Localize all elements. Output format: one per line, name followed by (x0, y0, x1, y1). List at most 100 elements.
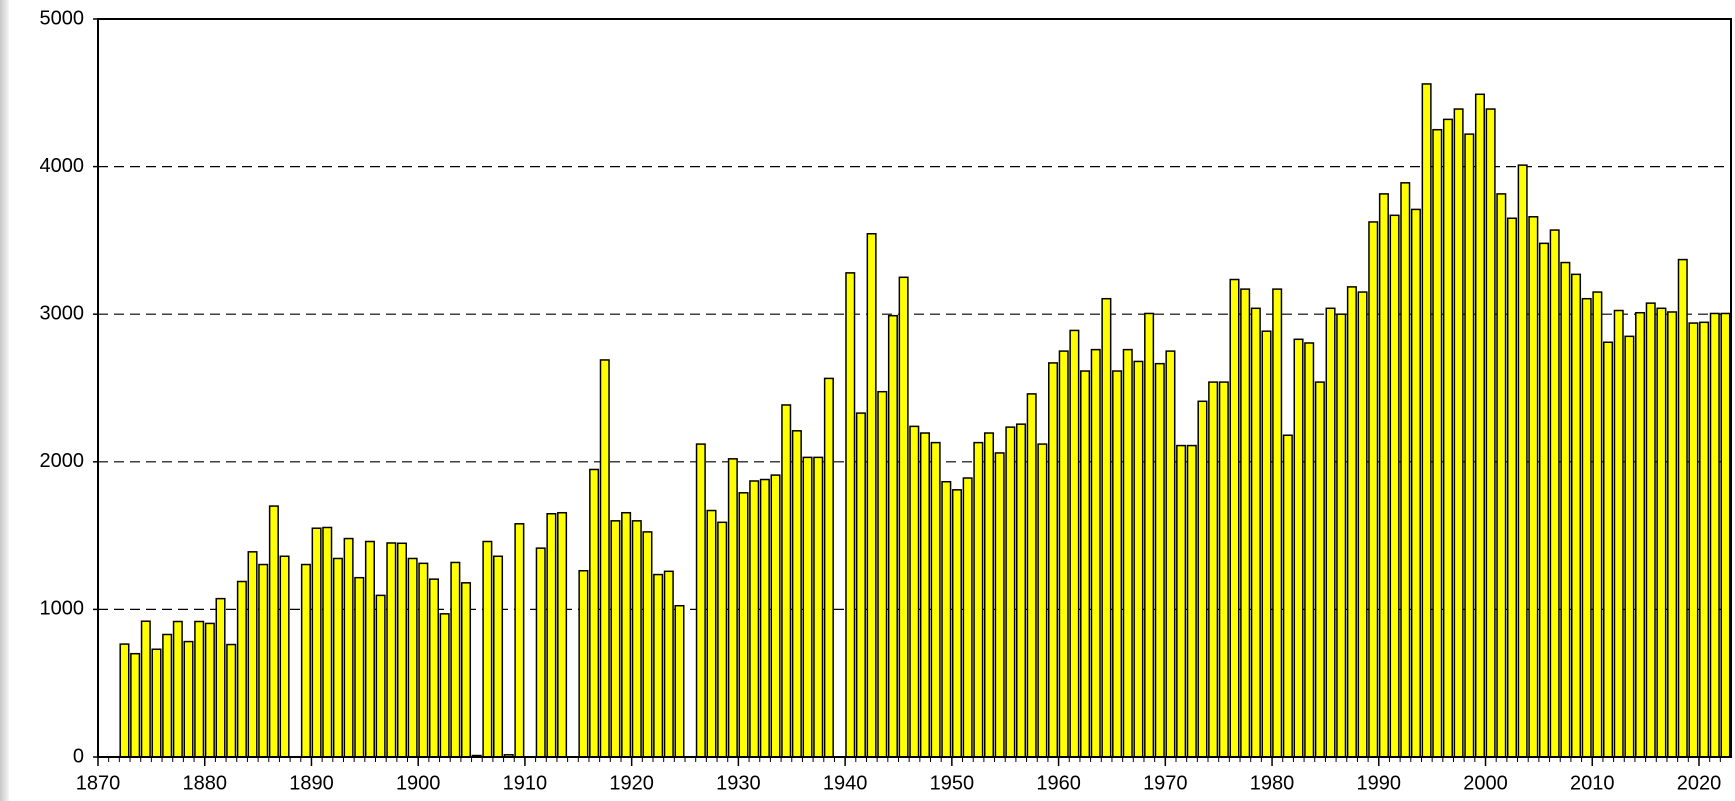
bar (140, 620, 151, 758)
y-tick-label: 1000 (40, 598, 85, 620)
bar (1496, 193, 1507, 758)
bar (887, 314, 898, 758)
bar (1208, 381, 1219, 758)
bar (1645, 302, 1656, 758)
bar (1325, 307, 1336, 758)
bar (482, 540, 493, 758)
bar (823, 377, 834, 758)
bar (770, 474, 781, 758)
y-tick-label: 4000 (40, 155, 85, 177)
bar (418, 562, 429, 758)
x-tick-label: 1960 (1036, 772, 1081, 794)
bar (557, 511, 568, 758)
bar (983, 432, 995, 758)
bar (1656, 307, 1667, 758)
bar (930, 441, 941, 758)
y-tick-label: 0 (73, 745, 84, 767)
bar (578, 569, 589, 758)
bar (1304, 342, 1315, 758)
bar (396, 542, 407, 758)
bar (599, 359, 610, 758)
bar (1314, 381, 1325, 758)
bar (1677, 258, 1688, 758)
bar (813, 456, 824, 758)
y-tick-label: 5000 (40, 7, 85, 29)
x-tick-label: 2020 (1677, 772, 1722, 794)
bar (1442, 118, 1453, 758)
bar (1571, 273, 1582, 758)
bar (546, 513, 557, 758)
bar (1090, 348, 1101, 758)
bar (1464, 133, 1475, 758)
bar (802, 456, 813, 758)
bar (460, 582, 472, 758)
bar (1144, 312, 1155, 758)
bar (226, 643, 237, 758)
bar (332, 557, 343, 758)
bar (493, 555, 504, 758)
bar (1699, 321, 1710, 758)
bar (1133, 360, 1144, 758)
bar (1603, 341, 1614, 758)
bar (343, 537, 354, 758)
bar (428, 578, 440, 758)
bar (1549, 229, 1560, 758)
bar (279, 555, 290, 758)
x-tick-label: 1930 (716, 772, 761, 794)
bar (1709, 312, 1720, 758)
bar (1528, 216, 1539, 758)
bar (1336, 313, 1347, 758)
bar (1101, 297, 1112, 758)
bar (1165, 350, 1176, 758)
bar (1176, 444, 1187, 758)
bar (1720, 312, 1731, 758)
bar (1635, 311, 1646, 758)
bar (1250, 307, 1261, 758)
bar (1357, 291, 1368, 758)
bar (1272, 288, 1283, 758)
bar (1122, 348, 1133, 758)
bar (1581, 297, 1592, 758)
bar (1421, 83, 1432, 758)
bar (194, 620, 205, 758)
bar (1410, 208, 1421, 758)
bar (781, 404, 792, 758)
bar (951, 489, 962, 758)
bar (354, 576, 365, 758)
bar (151, 648, 162, 758)
bar (706, 509, 717, 758)
bar (1005, 426, 1016, 758)
bar (1432, 128, 1443, 758)
bar (364, 540, 375, 758)
bar (1378, 193, 1389, 758)
bar (1346, 286, 1357, 758)
bar (1389, 214, 1400, 758)
bar (1229, 278, 1240, 758)
bar (1453, 108, 1464, 758)
y-tick-label: 2000 (40, 450, 85, 472)
x-tick-label: 1940 (823, 772, 868, 794)
bar (1197, 400, 1208, 758)
bar (1368, 221, 1379, 758)
y-tick-label: 3000 (40, 302, 85, 324)
bar (994, 452, 1005, 758)
bar (215, 597, 226, 758)
bar (1688, 322, 1699, 758)
bar (919, 432, 930, 758)
bar (162, 633, 173, 758)
bar (642, 531, 653, 758)
bar (695, 443, 706, 758)
bar (845, 272, 856, 758)
bar (1154, 362, 1165, 758)
bar (653, 573, 664, 758)
bar (311, 527, 322, 758)
bar (898, 276, 909, 758)
x-tick-label: 1880 (182, 772, 227, 794)
bar (1048, 362, 1059, 758)
bar (663, 570, 674, 758)
bar (791, 430, 802, 758)
bar (300, 563, 311, 758)
bar (1517, 164, 1528, 758)
x-tick-label: 1950 (930, 772, 975, 794)
